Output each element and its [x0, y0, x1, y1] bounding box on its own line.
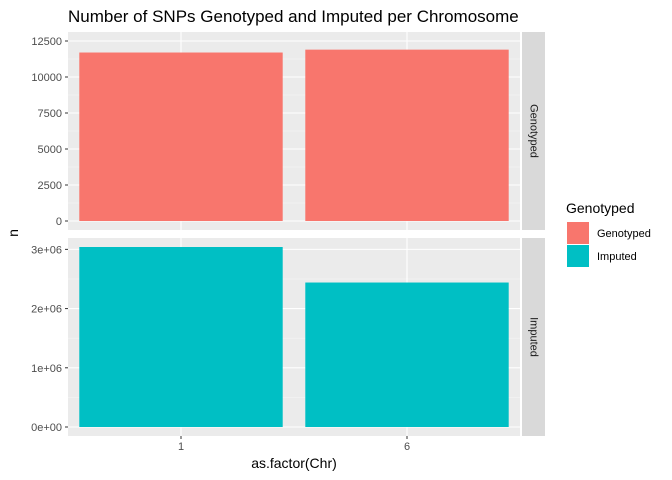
bar-genotyped-chr-6 — [305, 49, 509, 221]
legend-key-imputed — [567, 245, 589, 267]
facet-strip-label: Imputed — [528, 317, 540, 357]
y-tick-label: 7500 — [38, 108, 62, 120]
facet-strip-label: Genotyped — [528, 104, 540, 158]
bar-genotyped-chr-1 — [79, 52, 283, 221]
y-tick-label: 3e+06 — [31, 244, 62, 256]
facet-strip — [522, 32, 545, 230]
facet-strip — [522, 238, 545, 436]
bar-imputed-chr-6 — [305, 282, 509, 427]
chart-title: Number of SNPs Genotyped and Imputed per… — [68, 7, 519, 26]
y-tick-label: 2500 — [38, 180, 62, 192]
legend-title: Genotyped — [566, 200, 635, 216]
legend-key-genotyped — [567, 222, 589, 244]
legend: Genotyped Genotyped Imputed — [566, 200, 651, 267]
x-tick-label: 6 — [404, 441, 410, 453]
legend-label: Genotyped — [597, 228, 651, 240]
y-tick-label: 5000 — [38, 144, 62, 156]
facet-panel-imputed: 0e+00 1e+06 2e+06 3e+06 Imputed — [31, 238, 545, 436]
facet-panels: 0 2500 5000 7500 10000 12500 Genotyped 0e+00 1e+… — [31, 32, 545, 453]
x-axis-title: as.factor(Chr) — [251, 455, 337, 471]
y-tick-label: 2e+06 — [31, 304, 62, 316]
x-tick-label: 1 — [178, 441, 184, 453]
y-tick-label: 12500 — [31, 36, 62, 48]
legend-label: Imputed — [597, 251, 637, 263]
bar-imputed-chr-1 — [79, 247, 283, 427]
facet-panel-genotyped: 0 2500 5000 7500 10000 12500 Genotyped — [31, 32, 545, 230]
y-tick-label: 1e+06 — [31, 363, 62, 375]
y-axis-title: n — [5, 229, 21, 237]
y-tick-label: 0 — [56, 216, 62, 228]
y-tick-label: 0e+00 — [31, 422, 62, 434]
y-tick-label: 10000 — [31, 72, 62, 84]
